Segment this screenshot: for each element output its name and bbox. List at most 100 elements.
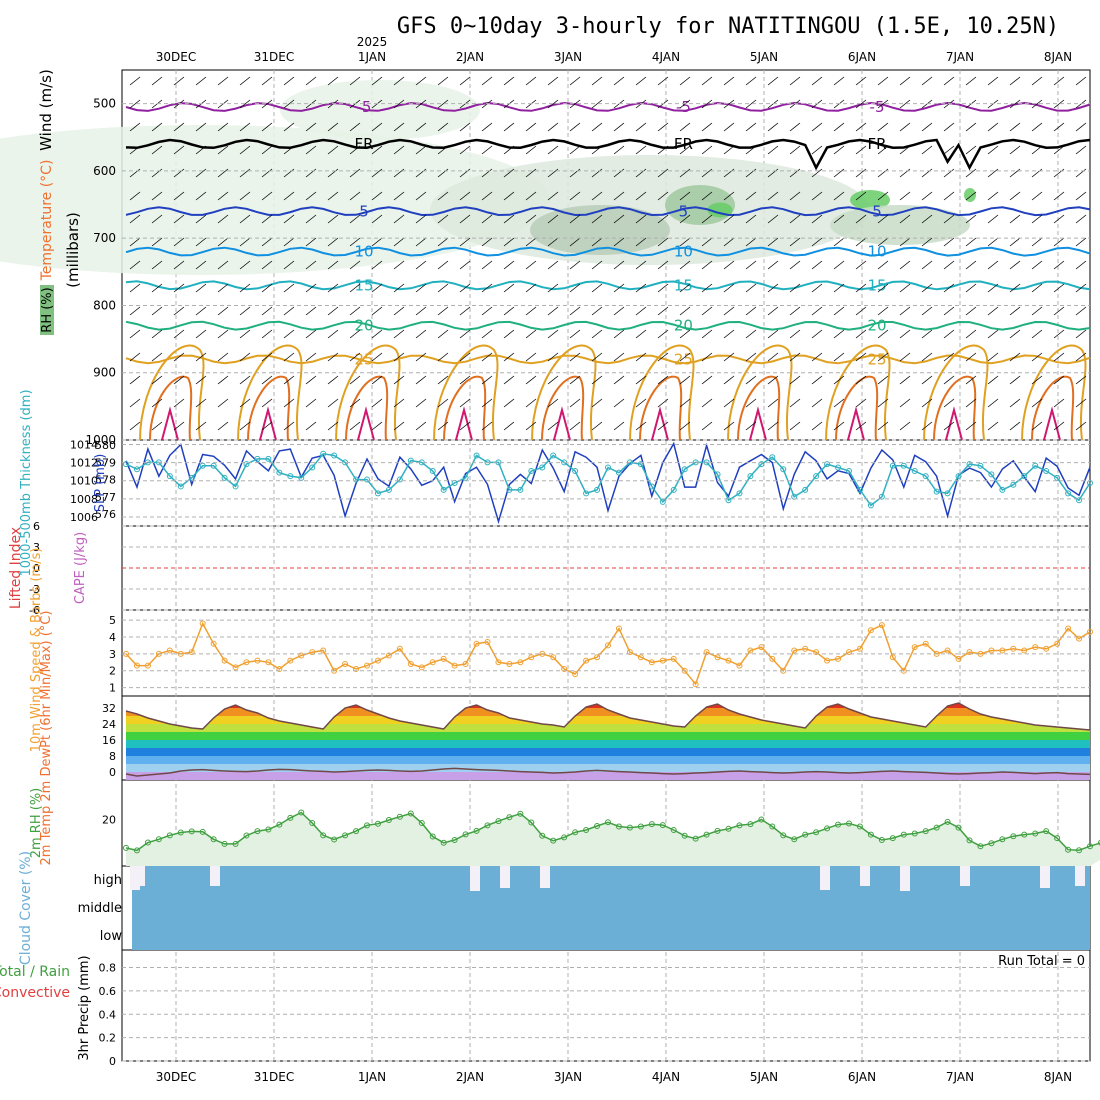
wind-barb: [349, 122, 361, 132]
wind-barb: [613, 260, 625, 270]
wind10m-point: [813, 649, 820, 656]
wind-barb: [569, 306, 581, 316]
wind-barb: [283, 214, 295, 224]
thickness-point: [670, 486, 677, 493]
thickness-point: [1065, 490, 1072, 497]
wind-barb: [261, 214, 273, 224]
wind-barb: [1031, 214, 1043, 224]
warm-contour: [1031, 375, 1075, 441]
wind-barb: [195, 237, 207, 247]
wind-barb: [833, 145, 845, 155]
wind-barb: [371, 168, 383, 178]
rh-legend-swatch: [40, 285, 54, 335]
rh2m-point: [1087, 843, 1093, 850]
date-label-top: 30DEC: [156, 50, 196, 64]
date-label-bottom: 4JAN: [652, 1070, 680, 1084]
wind-barb: [723, 168, 735, 178]
wind-barb: [701, 421, 713, 431]
wind-barb: [195, 168, 207, 178]
rh2m-point: [418, 820, 425, 826]
rh2m-point: [824, 825, 831, 832]
wind-barb: [569, 352, 581, 362]
cloud-gap: [820, 866, 830, 890]
wind-barb: [1031, 191, 1043, 201]
wind10m-point: [166, 647, 173, 654]
wind-barb: [481, 283, 493, 293]
wind-barb: [261, 76, 273, 86]
wind-barb: [899, 99, 911, 109]
wind-barb: [239, 421, 251, 431]
rh2m-point: [232, 840, 239, 847]
wind-barb: [635, 168, 647, 178]
wind-barb: [1031, 375, 1043, 385]
wind-barb: [789, 145, 801, 155]
rh2m-point: [714, 827, 721, 834]
wind-barb: [833, 168, 845, 178]
wind-tick: 3: [109, 648, 116, 661]
temp-band: [126, 716, 1090, 724]
wind-barb: [371, 398, 383, 408]
wind-barb: [855, 352, 867, 362]
date-label-top: 3JAN: [554, 50, 582, 64]
rh2m-point: [462, 831, 469, 838]
wind-barb: [437, 191, 449, 201]
wind-barb: [855, 283, 867, 293]
wind-barb: [481, 237, 493, 247]
wind-barb: [283, 375, 295, 385]
wind-barb: [635, 329, 647, 339]
cloud-level-high: high: [94, 873, 122, 888]
temp2m-line: [125, 702, 1091, 731]
thickness-point: [385, 486, 392, 493]
upper-axis-tick: 600: [93, 164, 116, 178]
wind-barb: [921, 260, 933, 270]
wind-barb: [525, 168, 537, 178]
wind-barb: [437, 329, 449, 339]
thickness-point: [298, 474, 305, 481]
slp-tick: 1008: [70, 493, 98, 506]
warm-contour: [335, 344, 401, 441]
wind-barb: [239, 260, 251, 270]
wind10m-point: [484, 639, 491, 646]
wind-barb: [151, 237, 163, 247]
rh2m-line: [125, 811, 1100, 852]
wind10m-point: [615, 625, 622, 632]
wind10m-point: [506, 660, 513, 667]
wind-barb: [679, 168, 691, 178]
thickness-point: [988, 471, 995, 478]
wind-barb: [855, 76, 867, 86]
rh2m-point: [506, 814, 513, 821]
wind-barb: [899, 191, 911, 201]
run-total-label: Run Total = 0: [998, 954, 1085, 969]
hot-contour: [945, 406, 963, 441]
rh2m-point: [396, 813, 403, 820]
wind-barb: [899, 283, 911, 293]
wind-barb: [261, 329, 273, 339]
wind-barb: [767, 306, 779, 316]
wind-barb: [569, 260, 581, 270]
wind-barb: [987, 421, 999, 431]
hot-contour: [1043, 406, 1061, 441]
wind10m-point: [298, 652, 305, 659]
wind-barb: [855, 329, 867, 339]
wind-barb: [701, 352, 713, 362]
thickness-point: [550, 452, 557, 459]
rh2m-point: [626, 824, 633, 831]
wind-barb: [1075, 122, 1087, 132]
rh2m-point: [199, 828, 206, 835]
wind10m-point: [1043, 645, 1050, 652]
wind-barb: [525, 398, 537, 408]
wind-barb: [481, 306, 493, 316]
wind-barb: [195, 329, 207, 339]
wind10m-point: [856, 645, 863, 652]
wind-barb: [459, 214, 471, 224]
wind-barb: [393, 76, 405, 86]
wind-barb: [349, 283, 361, 293]
wind-barb: [767, 168, 779, 178]
wind10m-point: [265, 659, 272, 666]
wind-barb: [371, 76, 383, 86]
wind-barb: [503, 398, 515, 408]
rh2m-point: [692, 835, 699, 842]
wind-barb: [635, 122, 647, 132]
wind-barb: [173, 145, 185, 155]
wind10m-point: [1076, 635, 1083, 642]
